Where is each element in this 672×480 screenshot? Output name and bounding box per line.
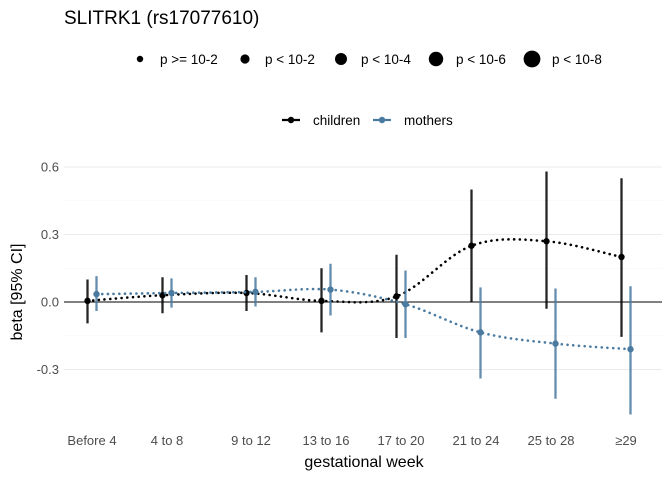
x-tick-label: 21 to 24 — [453, 433, 500, 448]
chart-title: SLITRK1 (rs17077610) — [64, 8, 259, 29]
data-point — [543, 238, 550, 245]
x-tick-label: ≥29 — [615, 433, 637, 448]
x-axis-ticks: Before 4 4 to 8 9 to 12 13 to 16 17 to 20 21 … — [67, 433, 636, 448]
size-legend-key — [335, 53, 347, 65]
size-legend-label: p < 10-4 — [361, 52, 411, 67]
y-tick-label: 0.3 — [41, 227, 59, 242]
size-legend: p >= 10-2 p < 10-2 p < 10-4 p < 10-6 p < 10-… — [136, 50, 602, 68]
series-mothers — [93, 263, 634, 415]
x-tick-label: 4 to 8 — [151, 433, 184, 448]
y-tick-label: 0.6 — [41, 160, 59, 175]
size-legend-label: p < 10-8 — [552, 52, 602, 67]
grid — [64, 166, 662, 370]
x-tick-label: 9 to 12 — [231, 433, 271, 448]
x-tick-label: 13 to 16 — [303, 433, 350, 448]
x-axis-title: gestational week — [304, 454, 424, 471]
color-legend-label: children — [313, 113, 360, 128]
data-point — [84, 297, 91, 305]
color-legend-key-point — [287, 116, 295, 124]
y-tick-label: -0.3 — [37, 362, 59, 377]
data-point — [393, 293, 400, 300]
plot-marks — [84, 171, 634, 415]
x-tick-label: 25 to 28 — [528, 433, 575, 448]
data-point — [618, 253, 625, 261]
color-legend-label: mothers — [404, 113, 453, 128]
size-legend-key — [240, 54, 250, 64]
color-legend: children mothers — [282, 113, 453, 128]
data-point — [327, 286, 334, 293]
y-tick-label: 0.0 — [41, 295, 59, 310]
data-point — [318, 297, 325, 305]
data-point — [402, 301, 409, 308]
x-tick-label: Before 4 — [67, 433, 116, 448]
trend-line — [95, 287, 632, 351]
data-point — [477, 329, 484, 336]
series-children — [84, 171, 625, 338]
y-axis-ticks: -0.3 0.0 0.3 0.6 — [37, 160, 59, 378]
data-point — [468, 242, 475, 249]
trend-line — [86, 238, 623, 304]
size-legend-label: p >= 10-2 — [160, 52, 218, 67]
size-legend-label: p < 10-2 — [265, 52, 315, 67]
size-legend-label: p < 10-6 — [456, 52, 506, 67]
size-legend-key — [136, 55, 144, 63]
size-legend-key — [428, 51, 444, 67]
data-point — [552, 340, 559, 347]
data-point — [252, 288, 259, 296]
data-point — [627, 346, 634, 353]
data-point — [93, 290, 100, 298]
y-axis-title: beta [95% CI] — [9, 244, 26, 341]
color-legend-key-point — [378, 116, 386, 124]
data-point — [168, 289, 175, 297]
x-tick-label: 17 to 20 — [378, 433, 425, 448]
size-legend-key — [523, 50, 541, 68]
